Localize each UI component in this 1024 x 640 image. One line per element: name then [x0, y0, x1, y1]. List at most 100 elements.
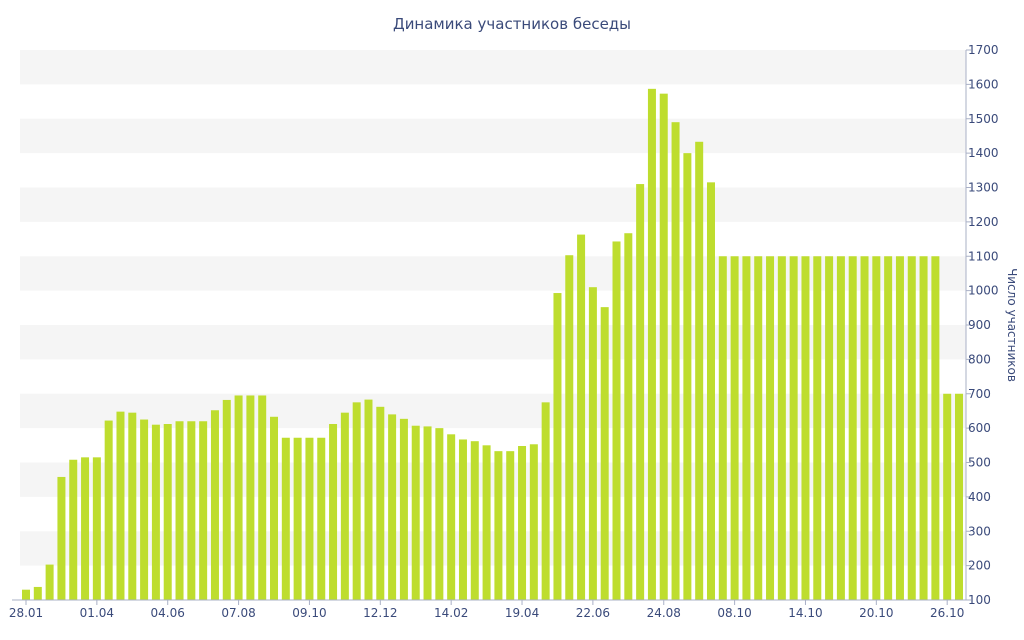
bar [777, 256, 786, 600]
bar [151, 424, 160, 600]
bar [447, 434, 456, 600]
y-tick-label: 700 [968, 387, 991, 401]
bar [801, 256, 810, 600]
grid-band [20, 118, 966, 154]
bar [376, 406, 385, 600]
bar [175, 421, 184, 600]
bar [813, 256, 822, 600]
bar [577, 234, 586, 600]
bar [955, 393, 963, 600]
bar [140, 419, 149, 600]
y-tick-label: 1400 [968, 146, 999, 160]
bar [128, 412, 137, 600]
bar [258, 395, 267, 600]
bar [943, 393, 952, 600]
bar [352, 402, 361, 600]
bar [565, 255, 574, 600]
bar [423, 426, 432, 600]
bar [163, 424, 172, 600]
bar [695, 141, 704, 600]
grid-band [20, 187, 966, 222]
x-tick-label: 22.06 [576, 606, 610, 620]
bar [116, 411, 125, 601]
bar [860, 256, 869, 600]
bar [931, 256, 940, 600]
bar [600, 307, 609, 601]
bar [234, 395, 243, 600]
bar [529, 444, 538, 600]
bar [766, 256, 775, 600]
bar [399, 418, 408, 600]
y-tick-label: 200 [968, 559, 991, 573]
y-tick-label: 300 [968, 524, 991, 538]
bar [624, 233, 633, 600]
y-tick-label: 1200 [968, 215, 999, 229]
y-tick-label: 500 [968, 456, 991, 470]
x-tick-label: 04.06 [151, 606, 185, 620]
bar [742, 256, 751, 600]
bar [411, 425, 420, 600]
y-axis-title: Число участников [1005, 268, 1019, 382]
bar [388, 414, 397, 601]
bar [340, 412, 349, 600]
bar [553, 293, 562, 600]
x-tick-label: 07.08 [221, 606, 255, 620]
x-tick-label: 28.01 [9, 606, 43, 620]
grid-bands [20, 50, 966, 566]
bar [470, 441, 479, 600]
y-tick-label: 1100 [968, 249, 999, 263]
grid-band [20, 256, 966, 291]
bar [825, 256, 834, 600]
bar [281, 437, 290, 600]
grid-band [20, 325, 966, 360]
bar [706, 182, 715, 600]
bar [199, 421, 208, 600]
x-tick-label: 01.04 [80, 606, 114, 620]
bar [884, 256, 893, 600]
chart-title: Динамика участников беседы [393, 15, 631, 33]
x-tick-label: 08.10 [717, 606, 751, 620]
bar [33, 586, 42, 600]
x-axis: 28.01 01.04 04.06 07.08 09.10 12.12 14.02 19.04… [9, 599, 966, 620]
x-tick-label: 12.12 [363, 606, 397, 620]
bar [270, 416, 279, 600]
bar [22, 589, 30, 600]
bar [435, 428, 444, 601]
y-tick-label: 100 [968, 593, 991, 607]
y-tick-label: 800 [968, 352, 991, 366]
bar [683, 153, 692, 601]
grid-band [20, 393, 966, 429]
grid-band [20, 462, 966, 497]
bar [718, 256, 727, 600]
grid-band [20, 50, 966, 85]
bar [81, 457, 90, 600]
bar [647, 88, 656, 600]
bar [104, 420, 113, 600]
grid-band [20, 531, 966, 566]
bar [57, 476, 66, 600]
bar [872, 256, 881, 600]
bar [222, 399, 231, 600]
bar [518, 446, 527, 600]
y-tick-label: 600 [968, 421, 991, 435]
bar [541, 402, 550, 600]
bar [636, 184, 645, 600]
bars [22, 88, 963, 601]
y-tick-label: 1700 [968, 43, 999, 57]
bar [210, 410, 219, 600]
bar [45, 564, 54, 600]
bar [612, 241, 621, 600]
x-tick-label: 09.10 [292, 606, 326, 620]
x-tick-label: 14.10 [788, 606, 822, 620]
bar [848, 256, 857, 600]
bar [329, 424, 338, 600]
bar [246, 395, 255, 600]
bar [482, 445, 491, 600]
y-tick-label: 400 [968, 490, 991, 504]
x-tick-label: 14.02 [434, 606, 468, 620]
y-tick-label: 1000 [968, 284, 999, 298]
bar [919, 256, 928, 600]
bar [458, 439, 467, 600]
bar [895, 256, 904, 600]
